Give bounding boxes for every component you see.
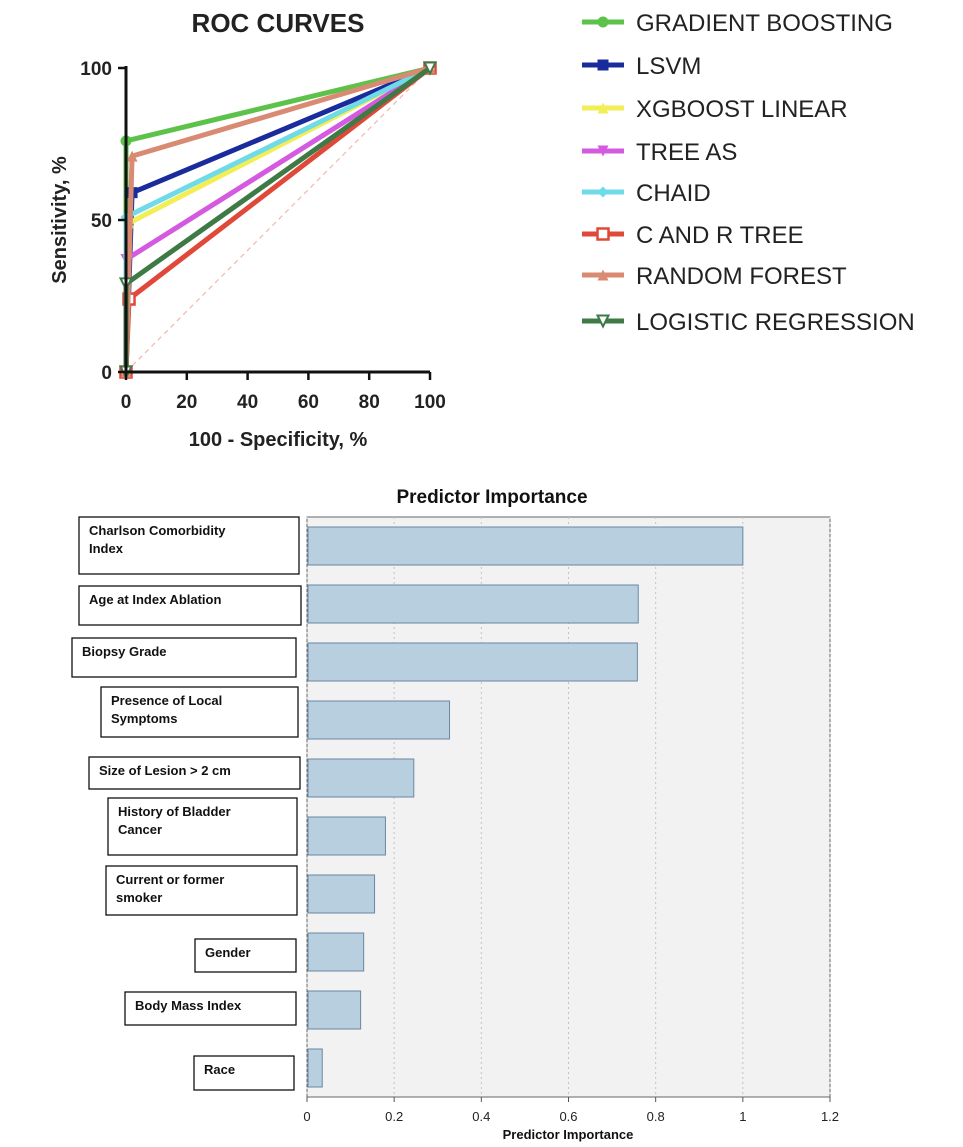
bar-label-box-presence-of-local-symptoms: Presence of Local Symptoms: [100, 686, 299, 738]
bar-label-box-gender: Gender: [194, 938, 297, 973]
bar-label-presence-of-local-symptoms: Presence of Local: [111, 693, 222, 708]
roc-legend-label-chaid: CHAID: [636, 180, 711, 207]
roc-x-tick-label: 0: [121, 392, 132, 413]
bar-label-current-or-former-smoker: smoker: [116, 890, 162, 905]
bar-label-frame-size-of-lesion-2-cm: [88, 756, 301, 790]
roc-legend-item-lsvm: LSVM: [582, 53, 701, 80]
roc-legend-marker-c-and-r-tree: [596, 227, 610, 241]
roc-x-tick-label: 40: [237, 392, 258, 413]
bar-label-frame-presence-of-local-symptoms: [100, 686, 299, 738]
bar-biopsy-grade: [307, 642, 638, 682]
bar-label-age-at-index-ablation: Age at Index Ablation: [89, 592, 221, 607]
roc-legend-marker-xgboost-linear: [597, 102, 609, 114]
bar-label-frame-body-mass-index: [124, 991, 297, 1026]
bar-size-of-lesion-2-cm: [307, 758, 415, 798]
bar-label-box-biopsy-grade: Biopsy Grade: [71, 637, 297, 678]
bar-label-size-of-lesion-2-cm: Size of Lesion > 2 cm: [99, 763, 231, 778]
bar-label-frame-biopsy-grade: [71, 637, 297, 678]
roc-x-tick-label: 60: [298, 392, 319, 413]
bar-label-box-size-of-lesion-2-cm: Size of Lesion > 2 cm: [88, 756, 301, 790]
roc-legend-item-tree-as: TREE AS: [582, 139, 737, 166]
bar-label-current-or-former-smoker: Current or former: [116, 872, 224, 887]
bar-x-tick-label: 0.2: [385, 1109, 403, 1124]
bar-label-race: Race: [204, 1062, 235, 1077]
bar-label-history-of-bladder-cancer: History of Bladder: [118, 804, 231, 819]
bar-x-tick-label: 1: [739, 1109, 746, 1124]
bar-label-charlson-comorbidity-index: Charlson Comorbidity: [89, 523, 226, 538]
roc-legend-label-lsvm: LSVM: [636, 53, 701, 80]
bar-charlson-comorbidity-index: [307, 526, 744, 566]
bar-label-box-body-mass-index: Body Mass Index: [124, 991, 297, 1026]
roc-legend-marker-random-forest: [597, 269, 609, 281]
roc-legend-item-chaid: CHAID: [582, 180, 711, 207]
roc-x-tick-label: 20: [176, 392, 197, 413]
roc-legend-item-xgboost-linear: XGBOOST LINEAR: [582, 96, 848, 123]
roc-y-tick-label: 100: [80, 59, 112, 80]
bar-current-or-former-smoker: [307, 874, 376, 914]
roc-point-logistic-regression-2: [422, 61, 438, 76]
roc-chart-title: ROC CURVES: [192, 8, 365, 38]
bar-age-at-index-ablation: [307, 584, 639, 624]
bar-label-charlson-comorbidity-index: Index: [89, 541, 124, 556]
roc-legend-item-random-forest: RANDOM FOREST: [582, 263, 847, 290]
bar-body-mass-index: [307, 990, 362, 1030]
predictor-importance-chart: Predictor Importance Predictor Importanc…: [71, 487, 839, 1142]
bar-label-box-age-at-index-ablation: Age at Index Ablation: [78, 585, 302, 626]
bar-x-tick-label: 0.4: [472, 1109, 490, 1124]
roc-x-tick-label: 80: [359, 392, 380, 413]
bar-history-of-bladder-cancer: [307, 816, 386, 856]
roc-legend-marker-logistic-regression: [595, 314, 611, 329]
roc-legend-label-c-and-r-tree: C AND R TREE: [636, 222, 804, 249]
bar-label-frame-age-at-index-ablation: [78, 585, 302, 626]
bar-x-tick-label: 0.6: [559, 1109, 577, 1124]
roc-legend-label-logistic-regression: LOGISTIC REGRESSION: [636, 309, 915, 336]
roc-legend-item-gradient-boosting: GRADIENT BOOSTING: [582, 10, 893, 37]
bar-label-presence-of-local-symptoms: Symptoms: [111, 711, 177, 726]
bar-x-tick-label: 1.2: [821, 1109, 839, 1124]
roc-point-random-forest-1: [126, 150, 138, 162]
roc-legend-item-c-and-r-tree: C AND R TREE: [582, 222, 804, 249]
bar-x-axis-label: Predictor Importance: [503, 1127, 634, 1142]
roc-y-tick-label: 0: [101, 363, 112, 384]
bar-label-box-race: Race: [193, 1055, 295, 1091]
bar-label-frame-history-of-bladder-cancer: [107, 797, 298, 856]
bar-gender: [307, 932, 365, 972]
bar-label-gender: Gender: [205, 945, 251, 960]
roc-curves-chart: ROC CURVES Sensitivity, % 100 - Specific…: [49, 8, 915, 451]
bar-label-box-history-of-bladder-cancer: History of Bladder Cancer: [107, 797, 298, 856]
roc-legend-marker-chaid: [597, 186, 609, 198]
bar-label-biopsy-grade: Biopsy Grade: [82, 644, 167, 659]
roc-x-tick-label: 100: [414, 392, 446, 413]
roc-legend-label-random-forest: RANDOM FOREST: [636, 263, 847, 290]
bar-label-box-charlson-comorbidity-index: Charlson Comorbidity Index: [78, 516, 300, 575]
bar-label-frame-charlson-comorbidity-index: [78, 516, 300, 575]
roc-legend-label-xgboost-linear: XGBOOST LINEAR: [636, 96, 848, 123]
roc-x-axis-label: 100 - Specificity, %: [189, 429, 368, 451]
bar-label-history-of-bladder-cancer: Cancer: [118, 822, 162, 837]
bar-label-body-mass-index: Body Mass Index: [135, 998, 242, 1013]
bar-chart-title: Predictor Importance: [396, 487, 587, 508]
bar-label-frame-gender: [194, 938, 297, 973]
bar-label-box-current-or-former-smoker: Current or former smoker: [105, 865, 298, 916]
bar-presence-of-local-symptoms: [307, 700, 451, 740]
roc-legend-label-tree-as: TREE AS: [636, 139, 737, 166]
roc-legend-marker-lsvm: [597, 59, 609, 71]
roc-y-axis-label: Sensitivity, %: [49, 156, 71, 284]
roc-y-tick-label: 50: [91, 211, 112, 232]
bar-race: [307, 1048, 323, 1088]
bar-x-tick-label: 0: [303, 1109, 310, 1124]
roc-legend-marker-tree-as: [597, 145, 609, 157]
roc-legend-item-logistic-regression: LOGISTIC REGRESSION: [582, 309, 915, 336]
roc-legend-label-gradient-boosting: GRADIENT BOOSTING: [636, 10, 893, 37]
bar-x-tick-label: 0.8: [647, 1109, 665, 1124]
bar-label-frame-race: [193, 1055, 295, 1091]
bar-label-frame-current-or-former-smoker: [105, 865, 298, 916]
roc-legend-marker-gradient-boosting: [597, 16, 609, 28]
